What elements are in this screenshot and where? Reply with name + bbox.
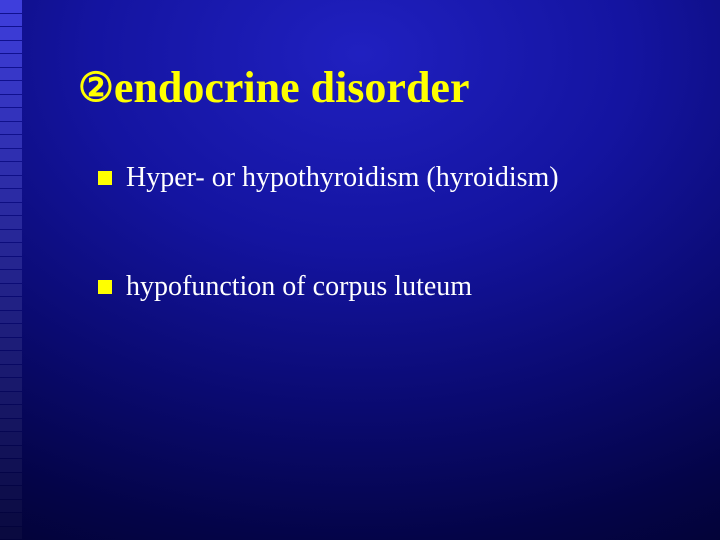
stripe-segment (0, 500, 22, 513)
slide-title: ②endocrine disorder (78, 62, 470, 113)
stripe-segment (0, 216, 22, 229)
title-number-glyph: ② (78, 66, 114, 110)
stripe-segment (0, 527, 22, 540)
stripe-segment (0, 14, 22, 27)
stripe-segment (0, 41, 22, 54)
stripe-segment (0, 284, 22, 297)
stripe-segment (0, 270, 22, 283)
bullet-text: hypofunction of corpus luteum (126, 269, 472, 304)
stripe-segment (0, 419, 22, 432)
list-item: Hyper- or hypothyroidism (hyroidism) (98, 160, 680, 195)
stripe-segment (0, 135, 22, 148)
stripe-segment (0, 392, 22, 405)
stripe-segment (0, 257, 22, 270)
stripe-segment (0, 311, 22, 324)
stripe-segment (0, 108, 22, 121)
stripe-segment (0, 351, 22, 364)
bullet-list: Hyper- or hypothyroidism (hyroidism) hyp… (98, 160, 680, 378)
stripe-segment (0, 189, 22, 202)
stripe-segment (0, 297, 22, 310)
square-bullet-icon (98, 280, 112, 294)
stripe-segment (0, 68, 22, 81)
stripe-segment (0, 27, 22, 40)
stripe-segment (0, 243, 22, 256)
stripe-segment (0, 95, 22, 108)
stripe-segment (0, 176, 22, 189)
stripe-segment (0, 203, 22, 216)
list-item: hypofunction of corpus luteum (98, 269, 680, 304)
stripe-segment (0, 473, 22, 486)
left-decorative-stripe (0, 0, 22, 540)
stripe-segment (0, 162, 22, 175)
stripe-segment (0, 54, 22, 67)
title-text: endocrine disorder (114, 63, 470, 112)
stripe-segment (0, 338, 22, 351)
stripe-segment (0, 0, 22, 13)
bullet-text: Hyper- or hypothyroidism (hyroidism) (126, 160, 559, 195)
stripe-segment (0, 230, 22, 243)
stripe-segment (0, 513, 22, 526)
stripe-segment (0, 149, 22, 162)
stripe-segment (0, 122, 22, 135)
stripe-segment (0, 486, 22, 499)
stripe-segment (0, 324, 22, 337)
stripe-segment (0, 432, 22, 445)
stripe-segment (0, 459, 22, 472)
stripe-segment (0, 81, 22, 94)
stripe-segment (0, 365, 22, 378)
stripe-segment (0, 405, 22, 418)
stripe-segment (0, 378, 22, 391)
slide: ②endocrine disorder Hyper- or hypothyroi… (0, 0, 720, 540)
square-bullet-icon (98, 171, 112, 185)
stripe-segment (0, 446, 22, 459)
